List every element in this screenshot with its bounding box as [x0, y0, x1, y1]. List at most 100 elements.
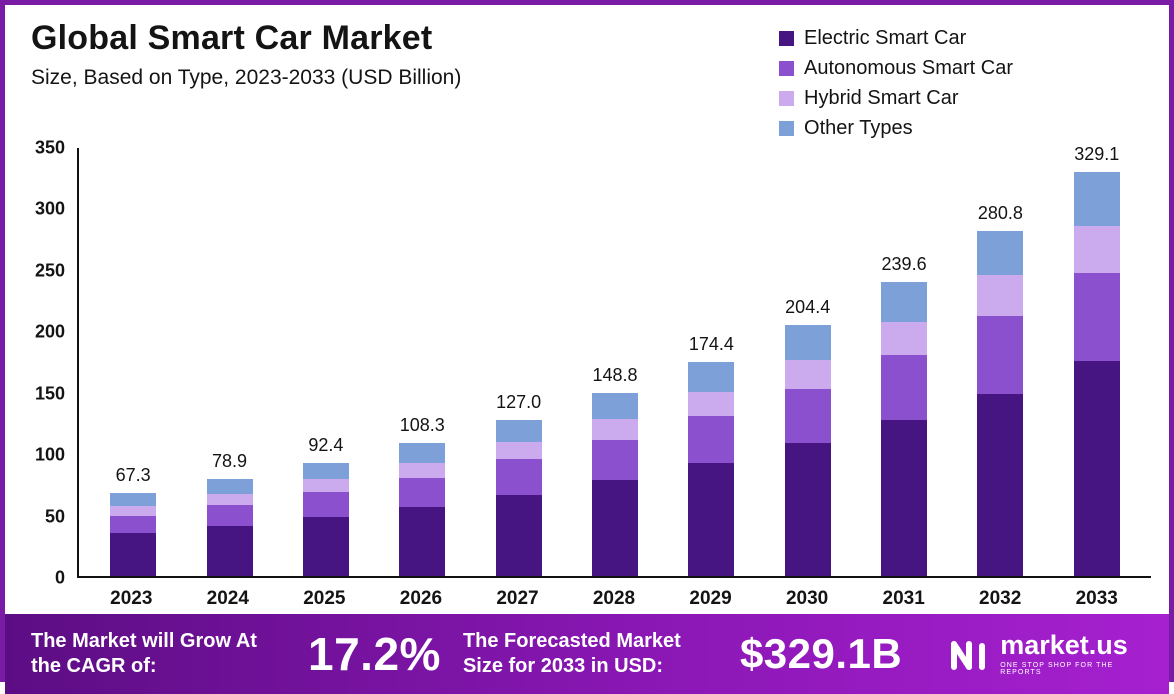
bar-segment: [881, 354, 928, 420]
brand-tagline: One stop shop for the reports: [1000, 662, 1114, 676]
bar-segment: [977, 231, 1024, 276]
bar-segment: [206, 479, 253, 494]
bar-segment: [881, 321, 928, 355]
bar-segment: [977, 394, 1024, 576]
bar-column: 204.4: [760, 297, 856, 576]
bar-column: 78.9: [181, 451, 277, 576]
bar-column: 108.3: [374, 415, 470, 576]
bar-segment: [110, 505, 157, 516]
bar-stack: [881, 281, 928, 576]
bar-segment: [110, 493, 157, 506]
bar-column: 174.4: [663, 334, 759, 576]
legend-swatch: [779, 61, 795, 76]
bar-segment: [399, 507, 446, 576]
bar-stack: [302, 462, 349, 576]
x-axis-label: 2028: [592, 588, 636, 609]
legend-label: Other Types: [804, 117, 913, 139]
bar-stack: [1073, 171, 1120, 576]
y-tick-label: 100: [34, 444, 65, 465]
bar-segment: [495, 420, 542, 443]
bar-segment: [784, 389, 831, 444]
legend-label: Autonomous Smart Car: [804, 57, 1013, 79]
bar-total-label: 78.9: [212, 451, 248, 472]
footer-banner: The Market will Grow At the CAGR of: 17.…: [5, 614, 1169, 694]
bar-total-label: 108.3: [399, 414, 445, 435]
x-axis-label: 2024: [206, 588, 249, 609]
x-axis-label: 2032: [979, 588, 1022, 609]
bar-segment: [399, 462, 446, 478]
bar-segment: [206, 504, 253, 526]
y-tick-label: 200: [34, 321, 65, 342]
bar-segment: [399, 442, 446, 463]
marketus-logo-icon: [951, 641, 986, 670]
bar-stack: [399, 442, 446, 576]
legend-item: Hybrid Smart Car: [779, 87, 1013, 110]
y-tick-label: 50: [44, 506, 65, 527]
forecast-value: $329.1B: [739, 630, 903, 677]
bar-column: 148.8: [567, 365, 663, 576]
page-subtitle: Size, Based on Type, 2023-2033 (USD Bill…: [31, 66, 462, 89]
bar-stack: [110, 493, 157, 576]
bar-total-label: 67.3: [115, 465, 151, 486]
legend-label: Electric Smart Car: [804, 27, 967, 49]
x-axis-label: 2026: [399, 588, 443, 609]
bar-segment: [977, 315, 1024, 395]
bar-segment: [1073, 171, 1120, 226]
bar-segment: [110, 515, 157, 533]
x-axis: 2023 2024 2025 2026 2027 2028 2029 2030 2031 2032…: [77, 578, 1151, 610]
bar-segment: [688, 391, 735, 417]
bar-segment: [881, 419, 928, 576]
bar-segment: [302, 492, 349, 518]
legend-item: Electric Smart Car: [779, 27, 1013, 50]
bar-stack: [784, 324, 831, 576]
bar-segment: [591, 393, 638, 419]
chart-section: 0 50 100 150 200 250 300 350 67.3 78.9 92.4 108.3 1…: [5, 138, 1169, 614]
legend-swatch: [779, 121, 795, 136]
bar-total-label: 148.8: [592, 365, 638, 386]
header-text: Global Smart Car Market Size, Based on T…: [31, 19, 461, 140]
legend-item: Other Types: [779, 117, 1013, 140]
bar-total-label: 239.6: [881, 253, 927, 274]
x-axis-label: 2023: [110, 588, 153, 609]
brand-logo: market.us One stop shop for the reports: [946, 632, 1143, 676]
bar-segment: [591, 439, 638, 481]
bar-segment: [1073, 225, 1120, 273]
y-tick-label: 0: [54, 567, 65, 588]
x-axis-label: 2030: [785, 588, 829, 609]
bar-column: 92.4: [278, 435, 374, 576]
bar-total-label: 280.8: [977, 203, 1023, 224]
bar-segment: [495, 442, 542, 460]
bar-segment: [784, 359, 831, 390]
bar-column: 239.6: [856, 254, 952, 576]
y-tick-label: 250: [34, 260, 65, 281]
chart: 0 50 100 150 200 250 300 350 67.3 78.9 92.4 108.3 1…: [15, 138, 1151, 588]
bar-segment: [399, 477, 446, 508]
y-axis: 0 50 100 150 200 250 300 350: [15, 138, 77, 588]
bar-segment: [977, 275, 1024, 316]
x-axis-label: 2025: [303, 588, 346, 609]
bar-segment: [881, 281, 928, 322]
legend-item: Autonomous Smart Car: [779, 57, 1013, 80]
bar-segment: [302, 462, 349, 479]
bar-segment: [688, 361, 735, 392]
bar-total-label: 174.4: [688, 333, 734, 354]
bar-segment: [110, 533, 157, 576]
bar-stack: [206, 479, 253, 576]
brand-text: market.us One stop shop for the reports: [1000, 630, 1143, 677]
x-axis-label: 2027: [496, 588, 539, 609]
bar-segment: [1073, 272, 1120, 361]
plot-area: 67.3 78.9 92.4 108.3 127.0 148.8 174.4 204.4 239…: [77, 144, 1151, 578]
legend: Electric Smart Car Autonomous Smart Car Hy…: [779, 19, 1143, 140]
brand-name: market.us: [1000, 630, 1128, 660]
bar-column: 329.1: [1049, 144, 1145, 576]
bar-segment: [302, 478, 349, 493]
bar-segment: [784, 443, 831, 576]
y-tick-label: 350: [34, 137, 65, 158]
bar-total-label: 204.4: [785, 296, 831, 317]
x-axis-label: 2029: [689, 588, 732, 609]
legend-label: Hybrid Smart Car: [804, 87, 959, 109]
bar-total-label: 329.1: [1074, 143, 1120, 164]
bar-segment: [688, 462, 735, 576]
bar-segment: [495, 459, 542, 495]
